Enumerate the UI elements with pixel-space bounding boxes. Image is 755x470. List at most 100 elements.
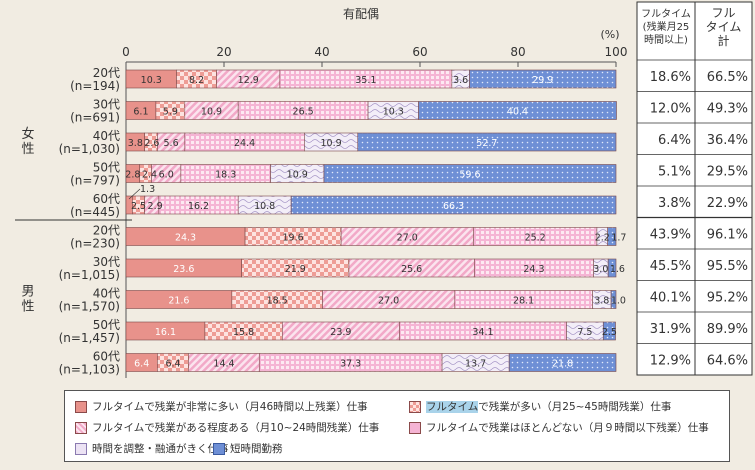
row-age-label: 40代 — [93, 287, 120, 301]
data-label: 2.6 — [144, 138, 159, 149]
x-tick-label: 100 — [605, 45, 628, 59]
data-label: 40.4 — [507, 107, 528, 118]
data-label: 21.6 — [168, 296, 189, 307]
legend-item: フルタイムで残業が多い（月25~45時間残業）仕事 — [409, 399, 671, 414]
data-label: 10.9 — [287, 170, 308, 181]
bar-segment — [418, 101, 617, 120]
row-age-label: 60代 — [93, 350, 120, 364]
data-label: 6.0 — [159, 170, 174, 181]
legend-item: 短時間勤務 — [213, 441, 283, 456]
x-tick-label: 40 — [314, 45, 329, 59]
table-cell: 36.4% — [707, 133, 748, 148]
table-header: フルタイム — [641, 8, 691, 20]
data-label: 2.5 — [131, 201, 146, 212]
table-header: タイム — [706, 20, 742, 34]
group-label: 性 — [21, 142, 34, 157]
x-tick-label: 20 — [216, 45, 231, 59]
data-label: 1.3 — [140, 184, 155, 195]
data-label: 19.6 — [283, 233, 304, 244]
legend-label: 短時間勤務 — [230, 443, 283, 455]
legend-swatch — [409, 421, 421, 434]
table-cell: 12.0% — [650, 101, 691, 116]
data-label: 2.2 — [595, 233, 610, 244]
table-cell: 3.8% — [658, 196, 691, 211]
legend-label: フルタイムで残業はほとんどない（月９時間以下残業）仕事 — [426, 422, 709, 434]
data-label: 1.6 — [610, 264, 625, 275]
table-cell: 22.9% — [707, 196, 748, 211]
table-cell: 18.6% — [650, 70, 691, 85]
row-age-label: 20代 — [93, 224, 120, 238]
row-n-label: (n=1,103) — [59, 363, 120, 377]
data-label: 27.0 — [397, 233, 418, 244]
table-cell: 49.3% — [707, 101, 748, 116]
data-label: 3.8 — [128, 138, 143, 149]
legend-label: フルタイムで残業がある程度ある（月10~24時間残業）仕事 — [92, 422, 380, 434]
data-label: 34.1 — [472, 327, 493, 338]
data-label: 2.9 — [148, 201, 163, 212]
row-age-label: 50代 — [93, 318, 120, 332]
bar-segment — [357, 132, 617, 152]
data-label: 10.3 — [141, 75, 162, 86]
bar-segment — [323, 164, 617, 183]
legend-item: フルタイムで残業が非常に多い（月46時間以上残業）仕事 — [75, 399, 368, 414]
data-label: 23.9 — [330, 327, 351, 338]
legend-swatch — [213, 442, 225, 455]
data-label: 10.8 — [254, 201, 275, 212]
data-label: 29.9 — [532, 75, 553, 86]
data-label: 15.8 — [233, 327, 254, 338]
legend-label: フルタイムで残業が多い（月25~45時間残業）仕事 — [426, 399, 671, 414]
data-label: 23.6 — [173, 264, 194, 275]
table-cell: 5.1% — [658, 164, 691, 179]
row-n-label: (n=445) — [70, 205, 120, 219]
row-n-label: (n=194) — [70, 79, 120, 93]
data-label: 21.8 — [552, 359, 573, 370]
data-label: 5.6 — [164, 138, 179, 149]
row-n-label: (n=1,030) — [59, 142, 120, 156]
stacked-bar-chart: 有配偶(%)0 20 40 60 80 100女性20代(n=194)30代(n=691)… — [15, 1, 753, 378]
data-label: 27.0 — [378, 296, 399, 307]
table-cell: 66.5% — [707, 70, 748, 85]
table-header: (残業月25 — [643, 20, 690, 33]
data-label: 10.9 — [201, 107, 222, 118]
data-label: 7.5 — [577, 327, 592, 338]
legend-item: フルタイムで残業がある程度ある（月10~24時間残業）仕事 — [75, 420, 379, 435]
data-label: 2.4 — [142, 170, 157, 181]
table-header: 時間以上) — [644, 34, 688, 46]
legend-item: 時間を調整・融通がきく仕事 — [75, 441, 229, 456]
table-cell: 29.5% — [707, 164, 748, 179]
data-label: 6.1 — [133, 107, 148, 118]
table-cell: 45.5% — [650, 259, 691, 274]
data-label: 3.6 — [453, 75, 468, 86]
data-label: 28.1 — [513, 296, 534, 307]
data-label: 25.2 — [525, 233, 546, 244]
data-label: 18.5 — [267, 296, 288, 307]
data-label: 2.5 — [602, 327, 617, 338]
table-header: フル — [711, 6, 735, 20]
data-label: 8.2 — [189, 75, 204, 86]
data-label: 66.3 — [443, 201, 464, 212]
data-label: 3.8 — [594, 296, 609, 307]
data-label: 3.0 — [593, 264, 608, 275]
table-cell: 64.6% — [707, 353, 748, 368]
bar-segment — [602, 321, 616, 341]
table-header: 計 — [717, 33, 729, 48]
legend-label: フルタイムで残業が非常に多い（月46時間以上残業）仕事 — [92, 401, 368, 413]
legend-item: フルタイムで残業はほとんどない（月９時間以下残業）仕事 — [409, 420, 709, 435]
data-label: 6.4 — [134, 359, 149, 370]
data-label: 52.7 — [476, 138, 497, 149]
data-label: 12.9 — [238, 75, 259, 86]
legend-label: 時間を調整・融通がきく仕事 — [92, 443, 229, 455]
row-n-label: (n=230) — [70, 237, 120, 251]
data-label: 5.9 — [163, 107, 178, 118]
row-n-label: (n=1,015) — [59, 268, 120, 282]
callout-line — [128, 188, 141, 200]
data-label: 25.6 — [401, 264, 422, 275]
data-label: 24.3 — [523, 264, 544, 275]
unit-label: (%) — [600, 28, 619, 41]
row-n-label: (n=1,570) — [59, 300, 120, 314]
data-label: 24.4 — [234, 138, 255, 149]
data-label: 35.1 — [355, 75, 376, 86]
table-cell: 95.2% — [707, 290, 748, 305]
data-label: 16.1 — [155, 327, 176, 338]
